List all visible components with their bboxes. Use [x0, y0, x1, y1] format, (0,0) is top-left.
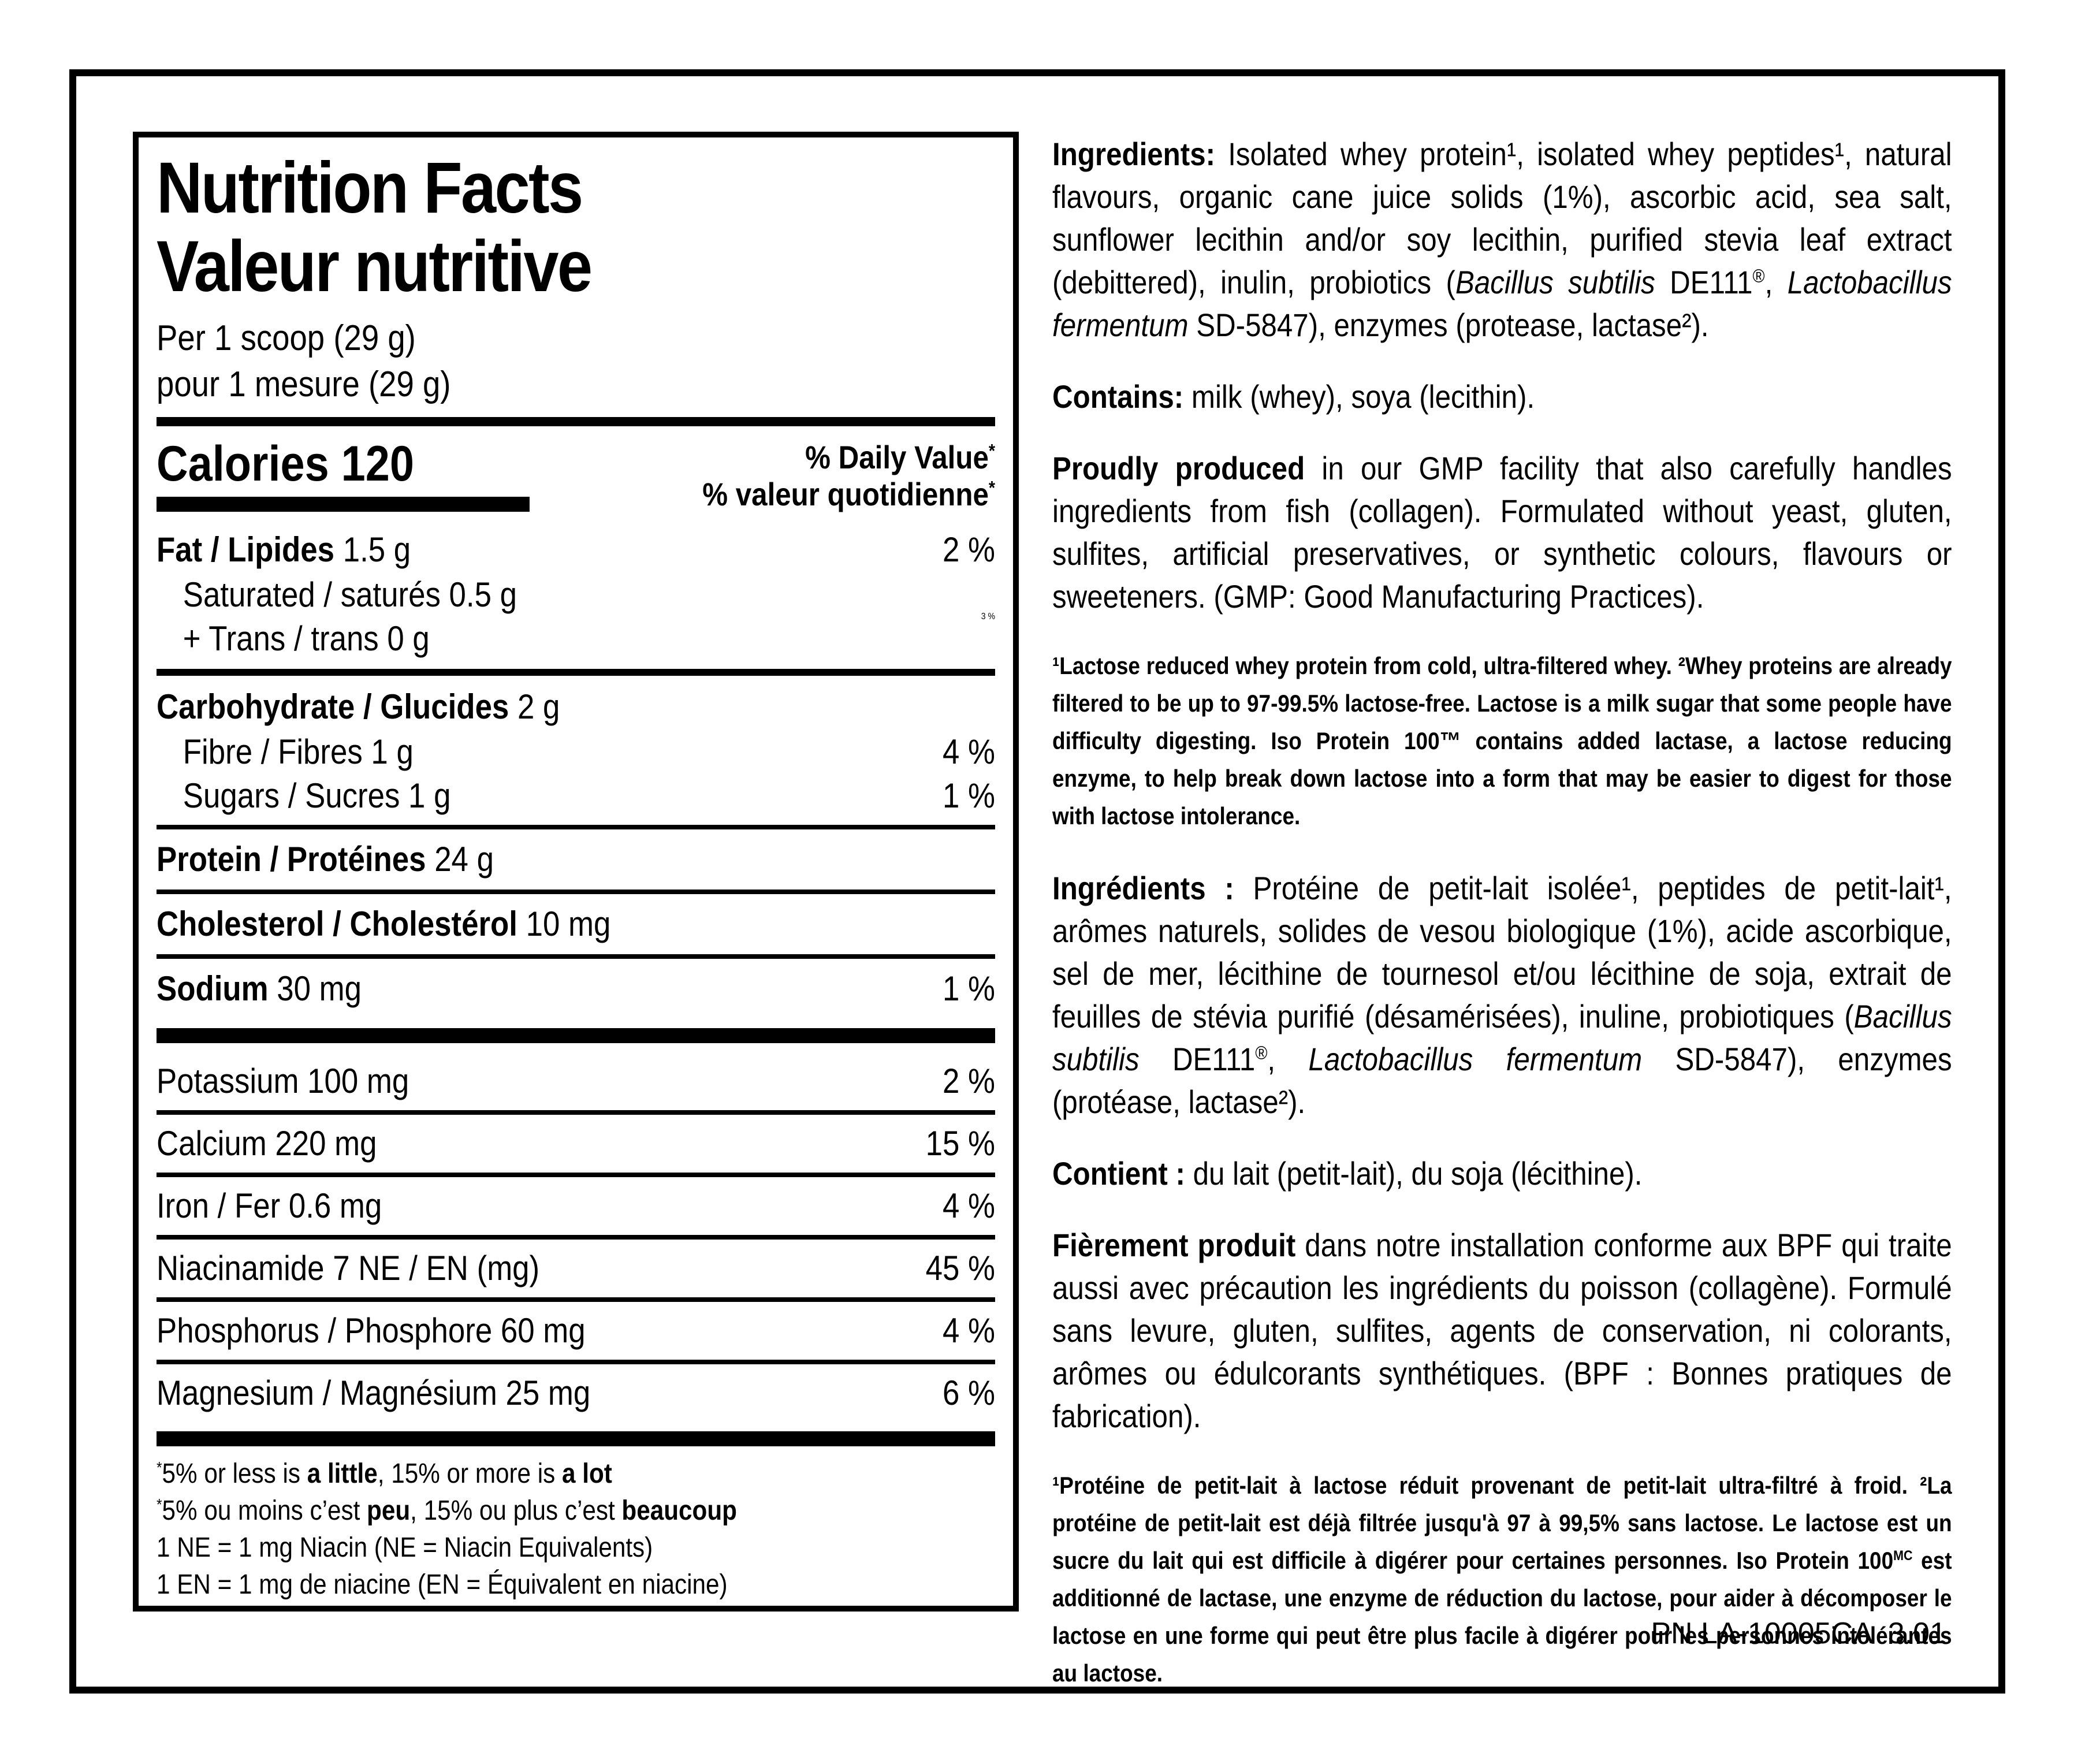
panel-title-en: Nutrition Facts [157, 148, 583, 228]
nutrient-dv-niacinamide: 45 % [925, 1249, 995, 1287]
divider-thick-bar [157, 1431, 995, 1446]
saturated-trans-lines: Saturated / saturés 0.5 g + Trans / tran… [157, 573, 517, 661]
nutrition-facts-panel: Nutrition Facts Valeur nutritive Per 1 s… [133, 132, 1019, 1612]
nutrient-name-carbohydrate-bold: Carbohydrate / Glucides [157, 687, 509, 726]
nutrient-name-trans: + Trans / trans 0 g [183, 619, 430, 658]
nutrient-name-fibre: Fibre / Fibres 1 g [183, 732, 414, 771]
nutrient-dv-fibre: 4 % [943, 732, 995, 771]
footnote-niacin-fr: 1 EN = 1 mg de niacine (EN = Équivalent … [157, 1569, 728, 1600]
nutrient-dv-potassium: 2 % [943, 1062, 995, 1100]
nutrient-row-fat: Fat / Lipides 1.5 g 2 % [157, 527, 995, 573]
divider-medium [157, 669, 995, 676]
nutrition-facts-content: Nutrition Facts Valeur nutritive Per 1 s… [157, 149, 995, 1603]
nutrient-amount-sodium: 30 mg [268, 969, 362, 1008]
calories-underline [157, 497, 530, 512]
contains-paragraph-en: Contains: milk (whey), soya (lecithin). [1052, 378, 1535, 415]
footnote-dv-en: *5% or less is a little, 15% or more is … [157, 1458, 612, 1489]
nutrient-name-sugars: Sugars / Sucres 1 g [183, 776, 451, 815]
nutrient-row-sugars: Sugars / Sucres 1 g 1 % [157, 774, 995, 818]
footnote-dv-fr: *5% ou moins c’est peu, 15% ou plus c’es… [157, 1495, 737, 1526]
contains-paragraph-fr: Contient : du lait (petit-lait), du soja… [1052, 1155, 1643, 1192]
nutrient-name-sodium-bold: Sodium [157, 969, 269, 1008]
divider-thin [157, 1110, 995, 1115]
nutrient-row-potassium: Potassium 100 mg 2 % [157, 1059, 995, 1103]
calories-block: Calories 120 [157, 437, 530, 512]
produced-paragraph-en: Proudly produced in our GMP facility tha… [1052, 450, 1952, 615]
nutrient-row-sodium: Sodium 30 mg 1 % [157, 966, 995, 1012]
nutrient-name-fat-bold: Fat / Lipides [157, 530, 335, 569]
serving-size-fr: pour 1 mesure (29 g) [157, 364, 451, 404]
nutrient-row-iron: Iron / Fer 0.6 mg 4 % [157, 1184, 995, 1228]
nutrient-name-fat: Fat / Lipides 1.5 g [157, 527, 411, 573]
nutrient-dv-iron: 4 % [943, 1186, 995, 1225]
divider-thin [157, 1297, 995, 1302]
nutrient-dv-magnesium: 6 % [943, 1374, 995, 1412]
nutrient-row-trans: + Trans / trans 0 g [157, 617, 517, 661]
divider-thin [157, 825, 995, 829]
divider-heavy [157, 417, 995, 426]
nutrient-row-niacinamide: Niacinamide 7 NE / EN (mg) 45 % [157, 1246, 995, 1290]
serving-size-en: Per 1 scoop (29 g) [157, 318, 416, 358]
info-column: Ingredients: Isolated whey protein¹, iso… [1052, 133, 1952, 1724]
nutrient-amount-cholesterol: 10 mg [517, 905, 611, 943]
divider-thick-bar [157, 1028, 995, 1043]
nutrient-dv-sugars: 1 % [943, 776, 995, 815]
divider-thin [157, 1360, 995, 1364]
footnote-niacin-en: 1 NE = 1 mg Niacin (NE = Niacin Equivale… [157, 1532, 653, 1563]
divider-thin [157, 1235, 995, 1240]
ingredients-paragraph-fr: Ingrédients : Protéine de petit-lait iso… [1052, 870, 1952, 1120]
nutrient-dv-saturated-trans: 3 % [981, 612, 995, 622]
nutrient-name-cholesterol: Cholesterol / Cholestérol 10 mg [157, 901, 610, 947]
produced-paragraph-fr: Fièrement produit dans notre installatio… [1052, 1227, 1952, 1434]
nutrient-name-calcium: Calcium 220 mg [157, 1124, 377, 1163]
divider-thin [157, 890, 995, 894]
part-number: PN LA-10005CA 3.01 [1651, 1617, 1946, 1650]
divider-thin [157, 1173, 995, 1177]
nutrient-name-saturated: Saturated / saturés 0.5 g [183, 575, 517, 614]
info-column-content: Ingredients: Isolated whey protein¹, iso… [1052, 133, 1952, 1692]
divider-thin [157, 954, 995, 959]
serving-size-block: Per 1 scoop (29 g) pour 1 mesure (29 g) [157, 315, 995, 408]
nutrient-amount-protein: 24 g [426, 840, 494, 879]
nutrient-dv-sodium: 1 % [943, 969, 995, 1008]
saturated-trans-group: Saturated / saturés 0.5 g + Trans / tran… [157, 573, 995, 661]
nutrient-name-magnesium: Magnesium / Magnésium 25 mg [157, 1374, 591, 1412]
nutrient-name-iron: Iron / Fer 0.6 mg [157, 1186, 382, 1225]
nutrient-name-phosphorus: Phosphorus / Phosphore 60 mg [157, 1311, 586, 1350]
nutrient-row-fibre: Fibre / Fibres 1 g 4 % [157, 730, 995, 774]
nutrient-name-protein-bold: Protein / Protéines [157, 840, 426, 879]
panel-footnotes: *5% or less is a little, 15% or more is … [157, 1456, 995, 1603]
panel-title-fr: Valeur nutritive [157, 226, 593, 307]
lactose-footnote-en: ¹Lactose reduced whey protein from cold,… [1052, 652, 1952, 829]
nutrient-dv-calcium: 15 % [925, 1124, 995, 1163]
lactose-footnote-fr: ¹Protéine de petit-lait à lactose réduit… [1052, 1472, 1952, 1687]
nutrient-name-niacinamide: Niacinamide 7 NE / EN (mg) [157, 1249, 540, 1287]
daily-value-header: % Daily Value* % valeur quotidienne* [702, 437, 995, 513]
ingredients-paragraph-en: Ingredients: Isolated whey protein¹, iso… [1052, 136, 1952, 343]
nutrient-row-calcium: Calcium 220 mg 15 % [157, 1122, 995, 1166]
daily-value-header-en: % Daily Value* [805, 439, 995, 475]
nutrient-dv-phosphorus: 4 % [943, 1311, 995, 1350]
nutrient-row-protein: Protein / Protéines 24 g [157, 836, 995, 883]
nutrient-name-carbohydrate: Carbohydrate / Glucides 2 g [157, 684, 560, 730]
nutrient-row-phosphorus: Phosphorus / Phosphore 60 mg 4 % [157, 1309, 995, 1353]
nutrient-amount-fat: 1.5 g [334, 530, 411, 569]
nutrient-name-protein: Protein / Protéines 24 g [157, 836, 494, 883]
label-outer-border [69, 69, 2005, 1694]
nutrient-name-cholesterol-bold: Cholesterol / Cholestérol [157, 905, 517, 943]
nutrient-row-carbohydrate: Carbohydrate / Glucides 2 g [157, 684, 995, 730]
nutrient-row-magnesium: Magnesium / Magnésium 25 mg 6 % [157, 1371, 995, 1415]
calories-row: Calories 120 % Daily Value* % valeur quo… [157, 437, 995, 513]
nutrient-dv-fat: 2 % [943, 530, 995, 569]
nutrient-row-cholesterol: Cholesterol / Cholestérol 10 mg [157, 901, 995, 947]
nutrient-name-sodium: Sodium 30 mg [157, 966, 362, 1012]
nutrient-row-saturated: Saturated / saturés 0.5 g [157, 573, 517, 617]
nutrient-amount-carbohydrate: 2 g [509, 687, 560, 726]
nutrient-name-potassium: Potassium 100 mg [157, 1062, 409, 1100]
calories-value: Calories 120 [157, 436, 414, 492]
daily-value-header-fr: % valeur quotidienne* [702, 476, 995, 512]
